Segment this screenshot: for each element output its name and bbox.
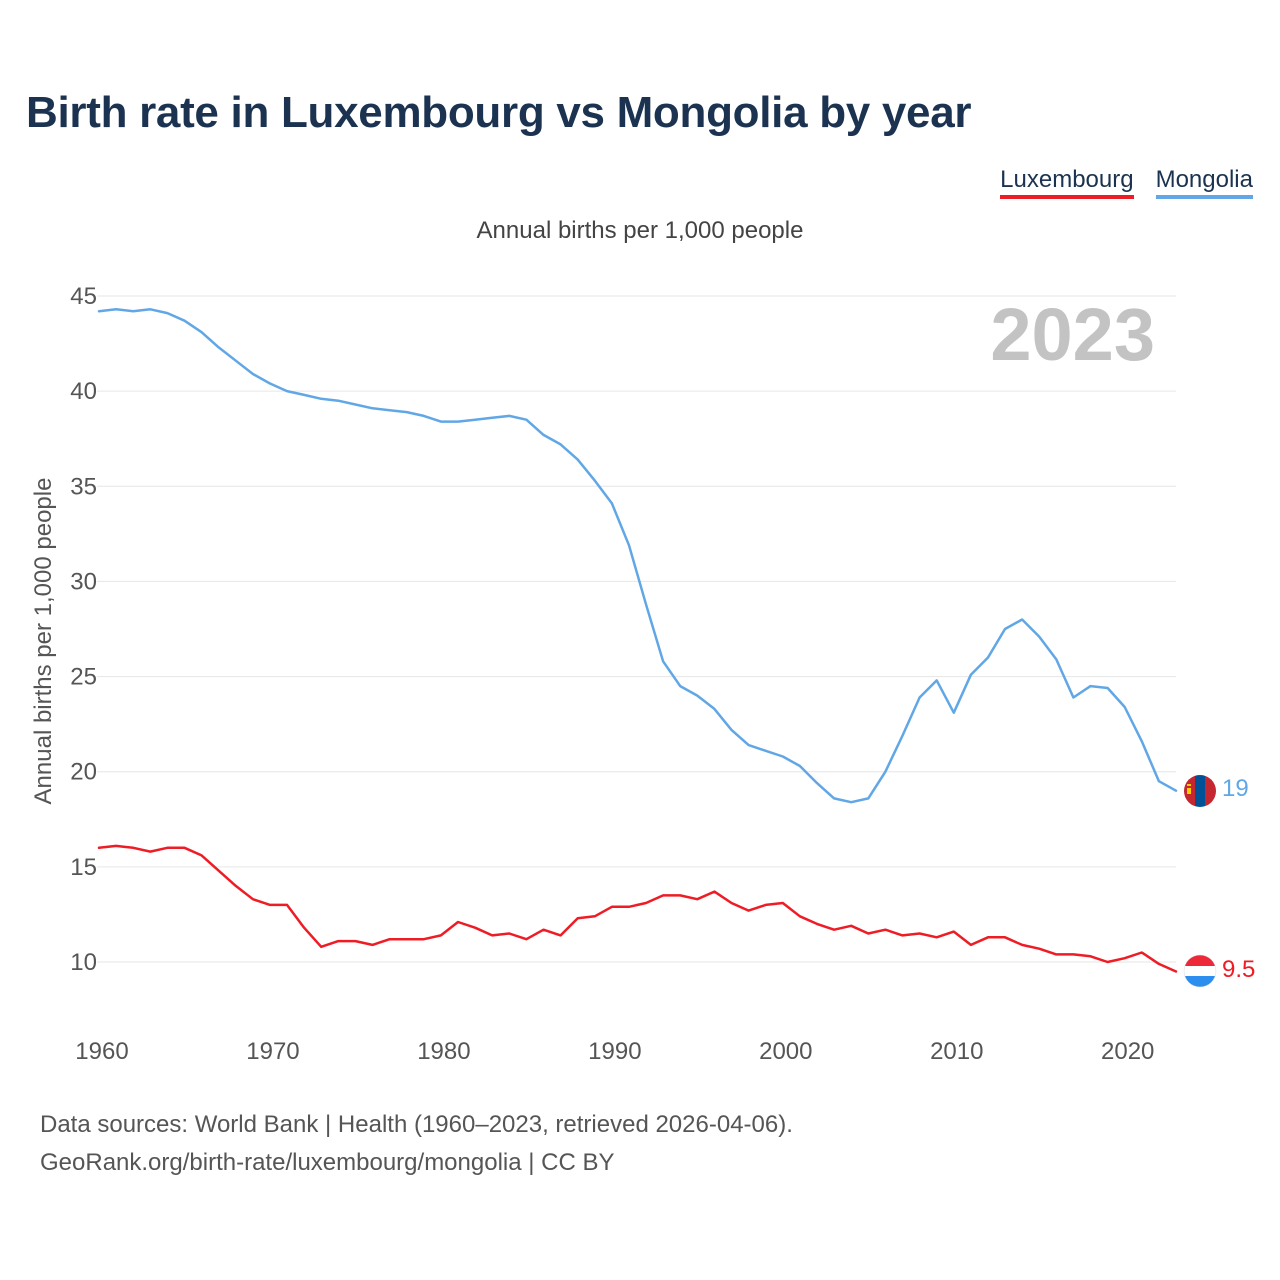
x-tick-label: 1960 bbox=[75, 1038, 128, 1065]
x-tick-label: 1990 bbox=[588, 1038, 641, 1065]
series-line-luxembourg bbox=[97, 844, 1178, 973]
luxembourg-flag-icon bbox=[1184, 955, 1216, 987]
series-lines bbox=[97, 308, 1178, 973]
x-axis-ticks: 1960 1970 1980 1990 2000 2010 2020 bbox=[75, 1038, 1154, 1065]
footer: Data sources: World Bank | Health (1960–… bbox=[40, 1106, 793, 1182]
chart-subtitle: Annual births per 1,000 people bbox=[476, 217, 804, 244]
y-tick-label: 25 bbox=[70, 664, 97, 691]
end-label-luxembourg: 9.5 bbox=[1222, 956, 1255, 983]
year-watermark: 2023 bbox=[990, 293, 1155, 376]
y-tick-label: 10 bbox=[70, 949, 97, 976]
y-tick-label: 45 bbox=[70, 283, 97, 310]
y-axis-ticks: 10 15 20 25 30 35 40 45 bbox=[70, 283, 97, 976]
gridlines bbox=[97, 295, 1176, 963]
legend: Luxembourg Mongolia bbox=[1000, 166, 1253, 199]
end-label-mongolia: 19 bbox=[1222, 775, 1249, 802]
x-tick-label: 1970 bbox=[246, 1038, 299, 1065]
x-tick-label: 2010 bbox=[930, 1038, 983, 1065]
y-axis-label: Annual births per 1,000 people bbox=[30, 478, 57, 805]
y-tick-label: 20 bbox=[70, 759, 97, 786]
data-sources-text: Data sources: World Bank | Health (1960–… bbox=[40, 1111, 793, 1138]
chart-title: Birth rate in Luxembourg vs Mongolia by … bbox=[26, 88, 972, 137]
x-tick-label: 2020 bbox=[1101, 1038, 1154, 1065]
y-tick-label: 15 bbox=[70, 854, 97, 881]
x-tick-label: 2000 bbox=[759, 1038, 812, 1065]
mongolia-flag-icon bbox=[1184, 775, 1216, 807]
credit-link[interactable]: GeoRank.org/birth-rate/luxembourg/mongol… bbox=[40, 1149, 615, 1176]
y-tick-label: 30 bbox=[70, 568, 97, 595]
legend-item-mongolia[interactable]: Mongolia bbox=[1155, 166, 1253, 199]
y-tick-label: 35 bbox=[70, 473, 97, 500]
x-tick-label: 1980 bbox=[417, 1038, 470, 1065]
legend-item-luxembourg[interactable]: Luxembourg bbox=[1000, 166, 1134, 199]
series-line-mongolia bbox=[97, 308, 1178, 804]
y-tick-label: 40 bbox=[70, 378, 97, 405]
